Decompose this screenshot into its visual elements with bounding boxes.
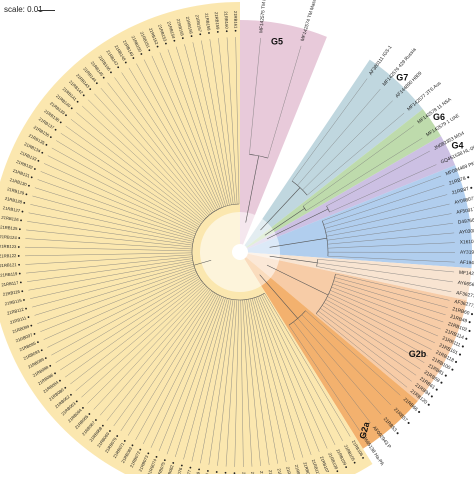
scale-label: scale: 0.01	[4, 5, 43, 14]
scale-bar	[38, 10, 55, 11]
tip-label: AY319768 NB	[460, 250, 474, 256]
clade-name: G5	[271, 37, 283, 47]
clade-name: G7	[396, 72, 408, 82]
clade-name: G4	[452, 140, 464, 150]
tip-label: 21RB122 ●	[0, 253, 21, 258]
clade-name: G6	[433, 112, 445, 122]
clade-name: G2b	[409, 349, 427, 359]
tip-label: 21RB161 ●	[233, 11, 238, 33]
tip-label: 21RB123 ●	[0, 244, 21, 249]
tree-root-hub	[200, 212, 280, 292]
